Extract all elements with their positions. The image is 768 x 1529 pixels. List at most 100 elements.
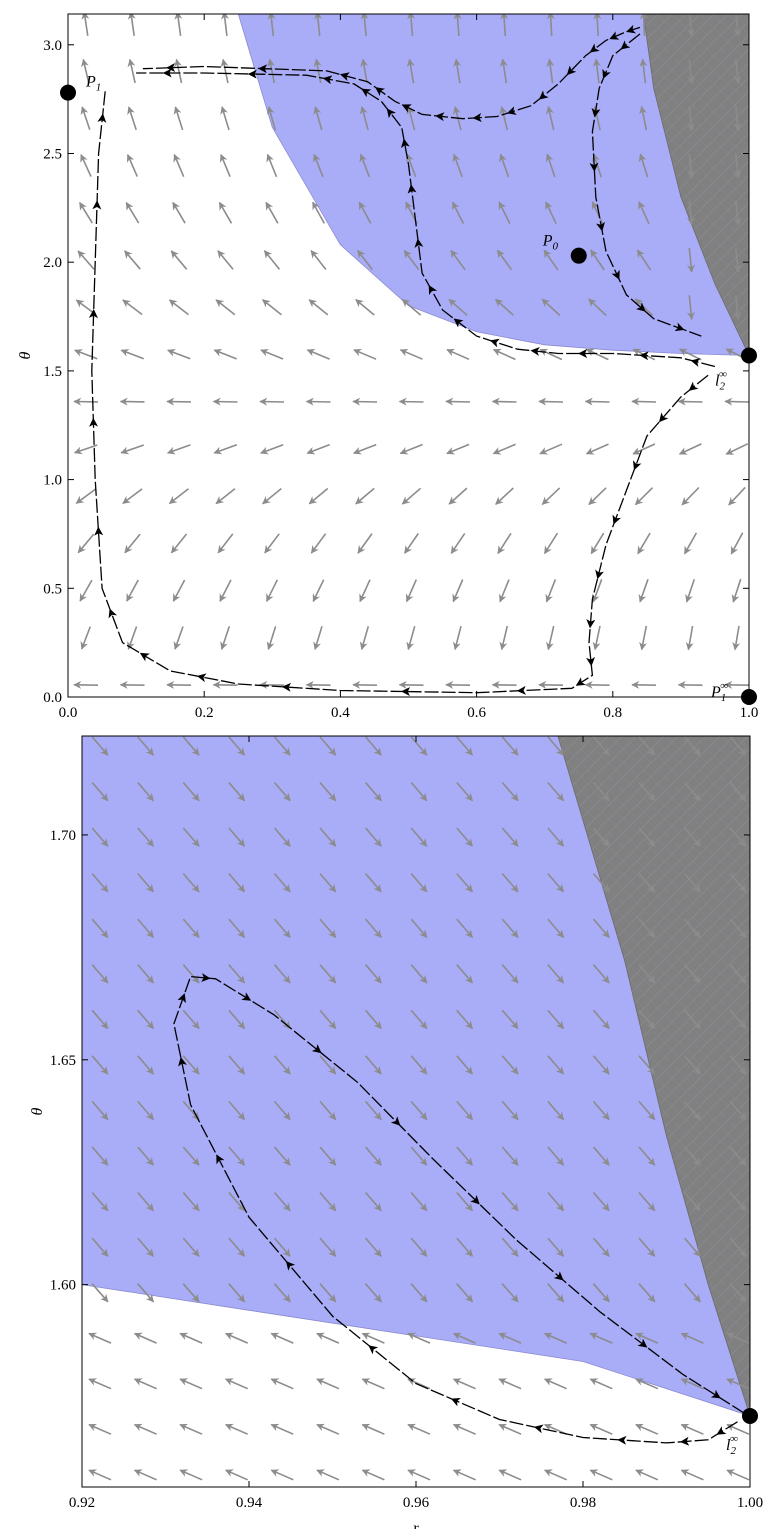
field-arrow <box>166 444 191 455</box>
field-arrow <box>220 14 229 36</box>
field-arrow <box>270 1378 294 1390</box>
y-tick-label: 1.65 <box>50 1053 76 1069</box>
field-arrow <box>306 348 330 360</box>
field-arrow <box>137 1146 155 1166</box>
field-arrow <box>403 249 420 271</box>
field-arrow <box>729 964 747 984</box>
field-arrow <box>224 1378 249 1390</box>
field-arrow <box>133 1332 157 1344</box>
x-tick-label: 0.8 <box>603 705 622 721</box>
field-arrow <box>137 1283 155 1303</box>
field-arrow <box>273 736 291 756</box>
field-arrow <box>546 625 555 651</box>
field-arrow <box>685 625 694 651</box>
field-arrow <box>638 918 656 939</box>
field-arrow <box>75 488 97 504</box>
field-arrow <box>638 579 649 603</box>
field-arrow <box>410 1100 428 1121</box>
field-arrow <box>687 59 695 84</box>
field-arrow <box>310 533 327 554</box>
field-arrow <box>316 1469 340 1481</box>
field-arrow <box>729 1055 747 1075</box>
x-tick-label: 0.94 <box>236 1495 263 1511</box>
field-arrow <box>401 298 422 316</box>
field-arrow <box>725 443 749 455</box>
y-tick-label: 1.0 <box>43 473 62 489</box>
field-arrow <box>638 736 656 756</box>
field-arrow <box>182 781 200 802</box>
field-arrow <box>270 1332 294 1344</box>
y-tick-label: 1.5 <box>43 364 62 380</box>
field-arrow <box>319 1055 337 1075</box>
field-arrow <box>547 736 565 756</box>
field-arrow <box>452 1332 476 1344</box>
field-arrow <box>364 781 382 802</box>
field-arrow <box>545 153 556 178</box>
field-arrow <box>312 579 325 603</box>
field-arrow <box>638 781 656 802</box>
field-arrow <box>680 1378 704 1390</box>
field-arrow <box>492 348 516 361</box>
field-arrow <box>91 1191 109 1212</box>
field-arrow <box>446 348 470 361</box>
field-arrow <box>638 1237 656 1257</box>
field-arrow <box>639 625 648 651</box>
field-arrow <box>91 964 109 984</box>
field-arrow <box>137 1100 155 1121</box>
field-arrow <box>174 14 183 37</box>
field-arrow <box>729 918 747 939</box>
field-arrow <box>91 1009 109 1030</box>
field-arrow <box>270 1469 294 1481</box>
y-tick-label: 0.0 <box>43 690 62 706</box>
field-arrow <box>137 873 155 893</box>
field-arrow <box>453 58 462 84</box>
field-arrow <box>133 1423 157 1435</box>
field-arrow <box>456 827 474 847</box>
field-arrow <box>361 1332 385 1344</box>
field-arrow <box>182 1283 200 1303</box>
field-arrow <box>228 1191 246 1212</box>
field-arrow <box>319 1009 337 1030</box>
field-arrow <box>592 1055 610 1075</box>
field-arrow <box>729 1237 747 1257</box>
field-arrow <box>501 1146 519 1166</box>
field-arrow <box>228 918 246 939</box>
field-arrow <box>179 1332 203 1344</box>
gray-region <box>642 14 749 356</box>
field-arrow <box>75 299 97 316</box>
field-arrow <box>452 153 463 178</box>
field-arrow <box>726 1332 750 1344</box>
point-label: P1∞ <box>710 680 728 704</box>
x-tick-label: 0.92 <box>69 1495 95 1511</box>
field-arrow <box>407 1332 431 1344</box>
blue-region <box>82 736 750 1417</box>
field-arrow <box>501 918 519 939</box>
x-tick-label: 0.2 <box>195 705 214 721</box>
field-arrow <box>308 487 329 505</box>
field-arrow <box>228 736 246 756</box>
field-arrow <box>731 578 742 603</box>
field-arrow <box>547 918 565 939</box>
field-arrow <box>80 153 92 177</box>
trajectory-curve <box>173 975 747 1444</box>
field-arrow <box>592 827 610 847</box>
field-arrow <box>683 1100 701 1121</box>
field-arrow <box>273 918 291 939</box>
field-arrow <box>352 397 378 406</box>
field-arrow <box>456 1283 474 1303</box>
y-tick-label: 1.70 <box>50 828 76 844</box>
field-arrow <box>125 201 140 224</box>
field-arrow <box>361 1423 385 1435</box>
field-arrow <box>182 918 200 939</box>
field-arrow <box>592 58 601 84</box>
field-arrow <box>683 1009 701 1030</box>
field-arrow <box>456 781 474 802</box>
field-arrow <box>127 58 136 84</box>
trajectory <box>136 68 716 368</box>
field-arrow <box>364 1055 382 1075</box>
y-axis-label: θ <box>17 351 34 359</box>
field-arrow <box>592 1237 610 1257</box>
field-arrow <box>316 1332 340 1344</box>
field-arrow <box>359 579 371 603</box>
